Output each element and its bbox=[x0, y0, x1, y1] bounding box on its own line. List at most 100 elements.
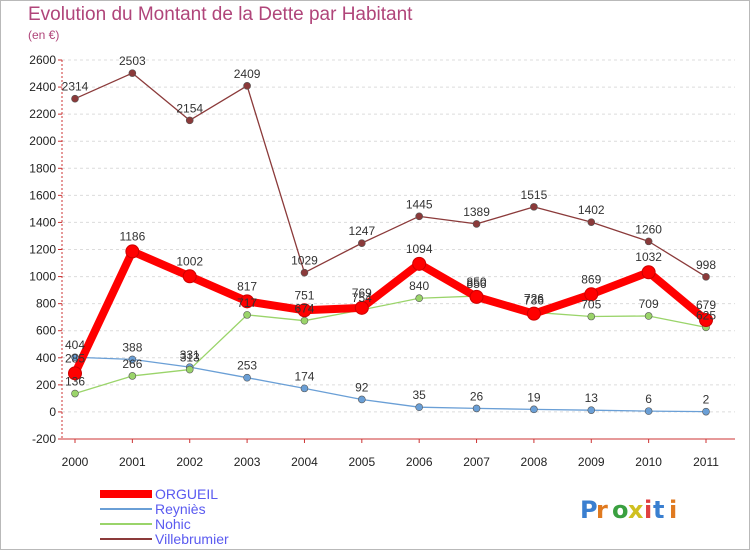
legend-label-villebrumier: Villebrumier bbox=[155, 531, 229, 547]
logo-letter: r bbox=[596, 496, 608, 524]
data-label: 92 bbox=[355, 380, 369, 394]
data-point-orgueil bbox=[297, 303, 312, 318]
data-label: 850 bbox=[467, 275, 487, 289]
data-label: 1186 bbox=[119, 229, 145, 243]
y-tick-label: 1800 bbox=[29, 161, 56, 175]
x-tick-label: 2010 bbox=[635, 455, 662, 469]
data-label: 2154 bbox=[176, 101, 203, 115]
x-tick-label: 2000 bbox=[62, 455, 89, 469]
data-label: 6 bbox=[645, 392, 652, 406]
data-label: 754 bbox=[352, 291, 372, 305]
data-point-orgueil bbox=[354, 300, 369, 315]
series-line-villebrumier bbox=[74, 72, 707, 278]
x-tick-label: 2011 bbox=[693, 455, 719, 469]
y-tick-label: 200 bbox=[36, 378, 56, 392]
data-label: 625 bbox=[696, 308, 716, 322]
data-point-orgueil bbox=[526, 306, 541, 321]
data-label: 817 bbox=[237, 279, 257, 293]
series-line-reyniès bbox=[74, 356, 707, 413]
y-tick-label: 2000 bbox=[29, 134, 56, 148]
y-tick-label: 1400 bbox=[29, 215, 56, 229]
data-label: 285 bbox=[65, 351, 85, 365]
data-label: 1247 bbox=[348, 224, 375, 238]
data-label: 2314 bbox=[62, 80, 89, 94]
data-point-reyniès bbox=[530, 405, 538, 414]
data-label: 174 bbox=[294, 369, 314, 383]
data-point-orgueil bbox=[641, 265, 656, 280]
data-label: 998 bbox=[696, 258, 716, 272]
data-label: 869 bbox=[581, 272, 601, 286]
data-point-villebrumier bbox=[587, 218, 596, 226]
y-tick-label: 600 bbox=[36, 324, 56, 338]
data-label: 717 bbox=[237, 296, 257, 310]
y-tick-label: 2200 bbox=[29, 107, 56, 121]
data-point-reyniès bbox=[71, 353, 79, 362]
data-label: 1389 bbox=[463, 205, 490, 219]
data-point-reyniès bbox=[300, 384, 309, 393]
x-tick-label: 2009 bbox=[578, 455, 605, 469]
y-tick-label: 0 bbox=[49, 405, 56, 419]
data-label: 35 bbox=[413, 388, 427, 402]
data-point-nohic bbox=[71, 389, 79, 398]
data-label: 769 bbox=[352, 286, 372, 300]
y-tick-label: 2400 bbox=[29, 80, 56, 94]
x-tick-label: 2008 bbox=[521, 455, 548, 469]
data-label: 1032 bbox=[635, 250, 662, 264]
y-tick-label: -200 bbox=[32, 432, 56, 446]
x-tick-label: 2005 bbox=[348, 455, 375, 469]
data-point-nohic bbox=[300, 316, 309, 325]
y-tick-label: 400 bbox=[36, 351, 56, 365]
data-label: 709 bbox=[639, 297, 659, 311]
data-point-villebrumier bbox=[300, 268, 309, 277]
legend-label-reyniès: Reyniès bbox=[155, 501, 206, 517]
data-point-villebrumier bbox=[644, 237, 653, 246]
data-point-reyniès bbox=[128, 355, 137, 364]
legend-label-nohic: Nohic bbox=[155, 516, 191, 532]
y-tick-label: 1600 bbox=[29, 188, 56, 202]
data-label: 2409 bbox=[234, 67, 261, 81]
data-point-villebrumier bbox=[71, 94, 79, 103]
data-label: 1029 bbox=[291, 254, 318, 268]
data-label: 19 bbox=[527, 390, 541, 404]
data-label: 1094 bbox=[406, 242, 433, 256]
data-point-nohic bbox=[128, 372, 137, 380]
data-point-orgueil bbox=[68, 366, 82, 381]
data-point-orgueil bbox=[469, 289, 484, 304]
data-point-reyniès bbox=[415, 403, 423, 411]
x-tick-label: 2004 bbox=[291, 455, 318, 469]
data-point-villebrumier bbox=[243, 82, 251, 90]
series-line-orgueil bbox=[71, 247, 709, 376]
data-label: 840 bbox=[409, 279, 429, 293]
data-point-nohic bbox=[243, 311, 251, 319]
data-point-villebrumier bbox=[358, 239, 366, 247]
data-label: 705 bbox=[581, 298, 601, 312]
logo-letter: i bbox=[669, 496, 677, 524]
data-point-nohic bbox=[185, 365, 194, 374]
legend-label-orgueil: ORGUEIL bbox=[155, 486, 218, 502]
data-point-orgueil bbox=[182, 269, 197, 284]
data-label: 679 bbox=[696, 298, 716, 312]
data-point-orgueil bbox=[412, 256, 427, 271]
data-label: 404 bbox=[65, 338, 85, 352]
data-label: 13 bbox=[585, 391, 599, 405]
y-tick-label: 800 bbox=[36, 297, 56, 311]
data-label: 1515 bbox=[521, 188, 548, 202]
data-label: 1260 bbox=[635, 222, 662, 236]
data-point-orgueil bbox=[125, 244, 140, 259]
chart-title: Evolution du Montant de la Dette par Hab… bbox=[28, 4, 413, 25]
data-point-villebrumier bbox=[702, 273, 710, 281]
data-label: 726 bbox=[524, 292, 544, 306]
data-label: 313 bbox=[180, 351, 200, 365]
proxiti-logo: Pr o x i t i bbox=[580, 496, 677, 524]
logo-letter: x bbox=[628, 496, 644, 524]
data-label: 856 bbox=[467, 277, 487, 291]
data-point-villebrumier bbox=[472, 220, 481, 228]
data-point-orgueil bbox=[699, 313, 713, 328]
x-tick-label: 2007 bbox=[463, 455, 490, 469]
data-point-orgueil bbox=[240, 294, 255, 309]
data-point-reyniès bbox=[702, 407, 710, 416]
data-point-nohic bbox=[644, 312, 653, 320]
data-point-orgueil bbox=[584, 287, 599, 302]
logo-letter: i bbox=[644, 496, 652, 524]
